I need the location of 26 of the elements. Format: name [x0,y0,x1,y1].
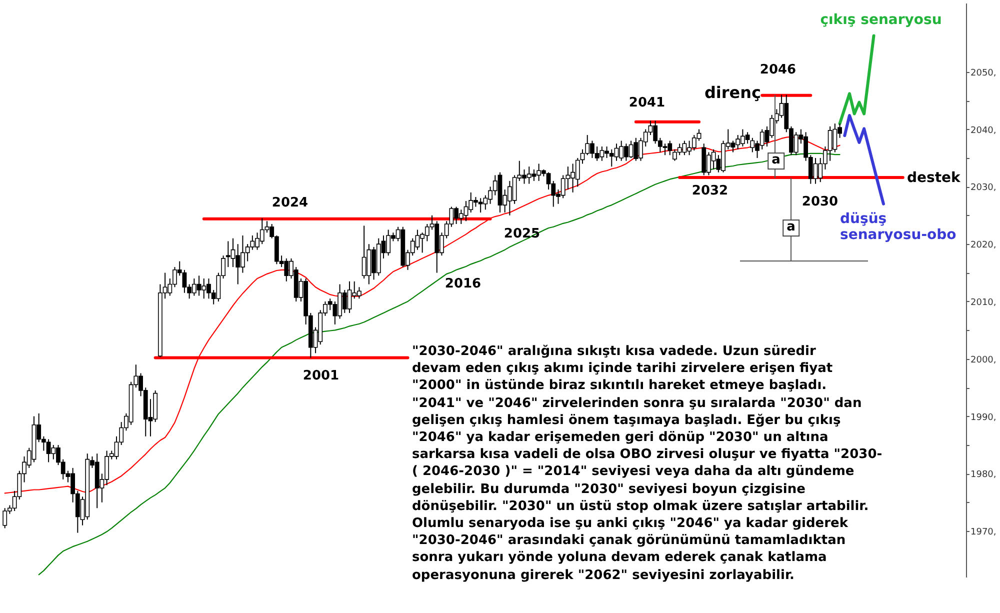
annotation: 2030 [802,194,838,210]
series-label: direnç [704,82,761,102]
annotation: a [768,152,784,170]
y-tick-label: 2040, [970,126,996,136]
y-tick-label: 1970, [970,528,996,538]
y-tick-label: 2050, [970,68,996,78]
y-tick-label: 1980, [970,470,996,480]
annotation: 2032 [692,184,728,200]
annotation: 2025 [504,226,540,242]
series-label: 2001 [302,368,340,384]
y-tick-label: 1990, [970,412,996,423]
annotation: a [782,220,800,236]
series-label: 2024 [272,196,308,212]
line-series [843,114,885,206]
y-tick-label: 2020, [970,240,996,251]
series-label: 2041 [628,96,666,112]
series-label: düşüş senaryosu-obo [840,211,956,244]
text: "2030-2046" aralığına sıkıştı kısa vadede. Uzun süredir devam eden çıkış akımı içinde tarihi zirvelere erişen fiyat "2000" in üstünde biraz sıkıntılı hareket etmeye başladı. "2041" ve "2046" zirvelerinden sonra şu sıralarda "2030" dan gelişen çıkış hamlesi önem taşımaya başladı. Eğer bu çıkış "2046" ya kadar erişemeden geri dönüp "2030" un altına sarkarsa kısa vadeli de olsa OBO zirvesi oluşur ve fiyatta "2030- ( 2046-2030 )" = "2014" seviyesi veya daha da altı gündeme gelebilir. Bu durumda "2030" seviyesi boyun çizgisine dönüşebilir. "2030" un üstü stop olmak üzere satışlar artabilir. Olumlu senaryoda ise şu anki çıkış "2046" ya kadar giderek "2030-2046" arasındaki çanak görünümünü tamamladıktan sonra yukarı yönde yoluna devam ederek çanak katlama operasyonuna girerek "2062" seviyesini zorlayabilir. [412,344,882,583]
line-series [838,34,876,126]
annotation: 2046 [760,62,796,78]
annotation: 2016 [444,276,482,292]
series-label: destek [907,170,960,186]
y-tick-label: 2010, [970,298,996,308]
y-tick-label: 2030, [970,183,996,194]
y-tick-label: 2000, [970,355,996,366]
series-label: çıkış senaryosu [820,12,942,28]
